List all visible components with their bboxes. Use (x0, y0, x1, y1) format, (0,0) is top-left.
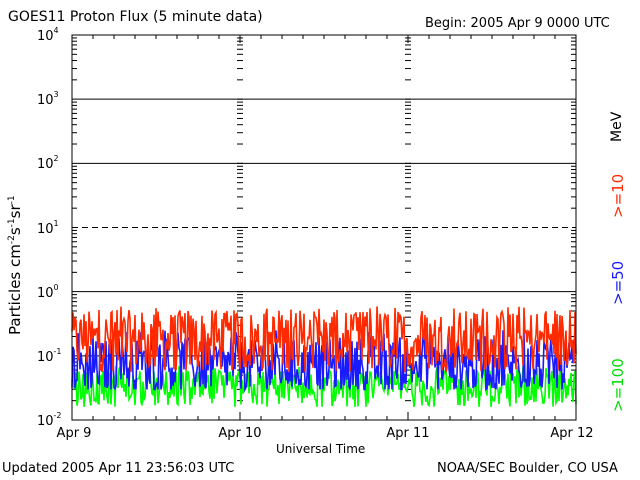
x-tick-label: Apr 12 (550, 426, 594, 441)
x-tick-label: Apr 11 (386, 426, 430, 441)
series-line-0 (71, 306, 577, 373)
series-ge100 (71, 364, 577, 408)
y-tick-label: 10-2 (37, 411, 62, 429)
credit-line: NOAA/SEC Boulder, CO USA (437, 461, 618, 476)
y-tick-label: 101 (37, 218, 59, 237)
y-axis-label: Particles cm-2s-1sr-1 (6, 195, 24, 335)
series-ge10 (71, 306, 577, 373)
legend-ge100: >=100 (609, 358, 627, 412)
y-tick-label: 104 (37, 26, 59, 44)
legend-ge10: >=10 (609, 173, 627, 218)
units-label: MeV (609, 111, 625, 142)
plot-frame (71, 34, 577, 421)
chart-title: GOES11 Proton Flux (5 minute data) (8, 9, 263, 25)
y-tick-label: 102 (37, 154, 59, 173)
y-tick-label: 103 (37, 90, 59, 109)
x-tick-label: Apr 9 (56, 426, 92, 441)
y-tick-label: 100 (37, 282, 59, 301)
x-tick-label: Apr 10 (218, 426, 262, 441)
y-tick-label: 10-1 (37, 346, 62, 365)
updated-timestamp: Updated 2005 Apr 11 23:56:03 UTC (2, 461, 235, 476)
x-axis-label: Universal Time (276, 442, 366, 456)
series-line-2 (71, 364, 577, 408)
legend-ge50: >=50 (609, 260, 627, 305)
begin-time: Begin: 2005 Apr 9 0000 UTC (425, 16, 610, 31)
